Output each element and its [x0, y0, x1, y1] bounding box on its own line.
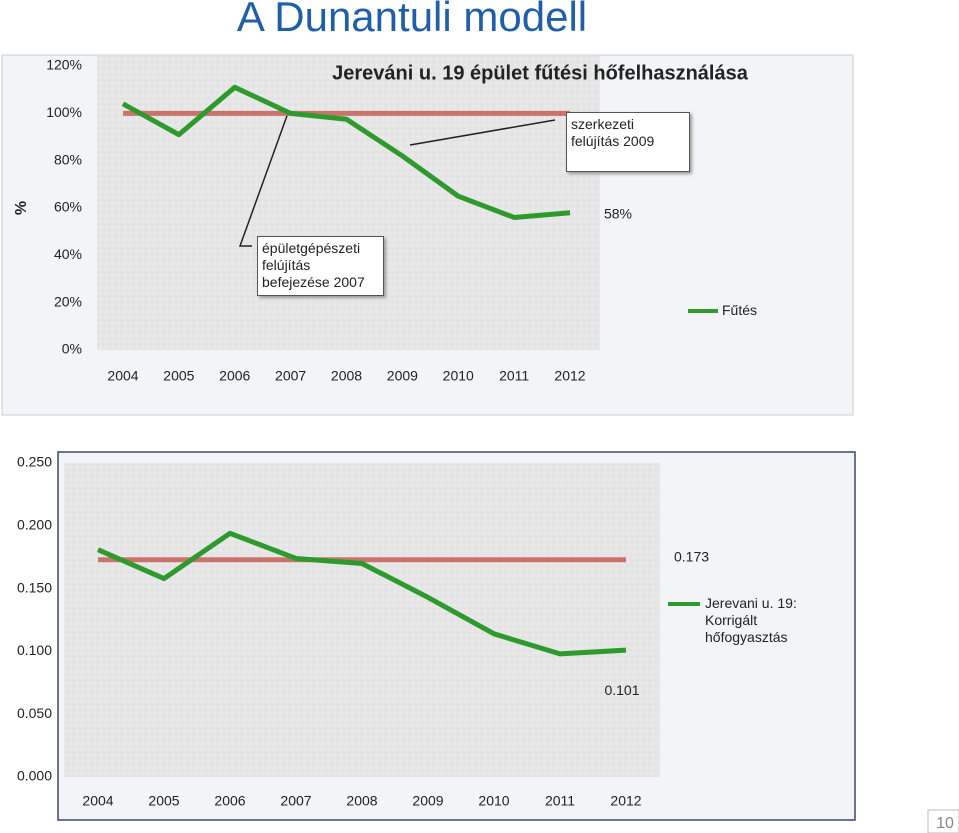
x-tick-label: 2004 — [82, 793, 113, 809]
x-tick-label: 2011 — [499, 368, 529, 384]
y-axis-label: % — [13, 201, 30, 215]
y-tick-label: 0.050 — [17, 705, 52, 721]
annotation: épületgépészeti felújítás befejezése 200… — [257, 236, 384, 296]
x-tick-label: 2004 — [107, 368, 138, 384]
y-tick-label: 0.100 — [17, 642, 52, 658]
data-label: 0.101 — [604, 682, 639, 698]
x-tick-label: 2008 — [331, 368, 362, 384]
x-tick-label: 2006 — [214, 793, 245, 809]
x-tick-label: 2007 — [280, 793, 311, 809]
leader-line — [238, 112, 289, 247]
data-line — [96, 530, 627, 657]
y-tick-label: 0.150 — [17, 579, 52, 595]
x-tick-label: 2010 — [478, 793, 509, 809]
y-tick-label: 60% — [54, 199, 82, 215]
plot-area — [97, 56, 600, 350]
data-label: 58% — [604, 205, 632, 221]
x-tick-label: 2012 — [554, 368, 585, 384]
legend-label: Jerevani u. 19: Korrigált hőfogyasztás — [705, 595, 797, 645]
y-tick-label: 100% — [46, 104, 82, 120]
slide-title: A Dunantuli modell — [237, 0, 587, 40]
x-tick-label: 2005 — [163, 368, 194, 384]
x-tick-label: 2005 — [148, 793, 179, 809]
x-tick-label: 2009 — [412, 793, 443, 809]
page-number: 10 — [936, 815, 954, 832]
x-tick-label: 2012 — [610, 793, 641, 809]
y-tick-label: 40% — [54, 246, 82, 262]
x-tick-label: 2007 — [275, 368, 306, 384]
page-number-box — [927, 809, 959, 833]
x-tick-label: 2008 — [346, 793, 377, 809]
annotation: szerkezeti felújítás 2009 — [566, 112, 690, 172]
x-tick-label: 2010 — [443, 368, 474, 384]
x-tick-label: 2011 — [545, 793, 575, 809]
legend-label: Fűtés — [722, 302, 758, 318]
y-tick-label: 0% — [62, 341, 82, 357]
data-line — [121, 84, 571, 220]
y-tick-label: 0.000 — [17, 768, 52, 784]
y-tick-label: 0.250 — [17, 454, 52, 470]
y-tick-label: 120% — [46, 57, 82, 73]
chart-title: Jereváni u. 19 épület fűtési hőfelhaszná… — [332, 62, 749, 84]
y-tick-label: 20% — [54, 293, 82, 309]
plot-area — [64, 463, 660, 777]
x-tick-label: 2006 — [219, 368, 250, 384]
reference-label: 0.173 — [674, 549, 709, 565]
y-tick-label: 80% — [54, 151, 82, 167]
x-tick-label: 2009 — [387, 368, 418, 384]
y-tick-label: 0.200 — [17, 517, 52, 533]
leader-line — [409, 119, 556, 146]
